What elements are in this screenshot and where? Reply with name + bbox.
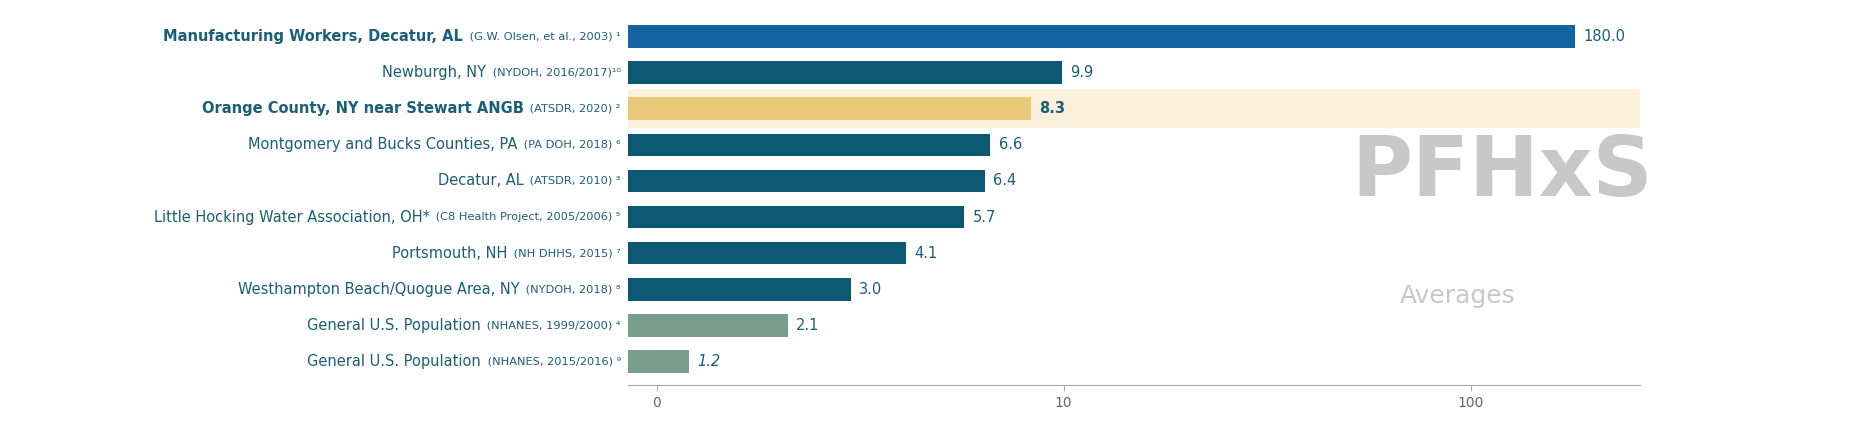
Bar: [0, 278, 850, 300]
Bar: [0, 206, 965, 228]
Text: 3.0: 3.0: [860, 282, 882, 297]
Bar: [0, 98, 1030, 120]
Bar: [0, 134, 989, 156]
Text: Westhampton Beach/Quogue Area, NY: Westhampton Beach/Quogue Area, NY: [238, 282, 519, 297]
Text: PFHxS: PFHxS: [1350, 132, 1652, 214]
Bar: [0, 242, 905, 265]
Text: Averages: Averages: [1399, 284, 1515, 308]
Text: 5.7: 5.7: [972, 210, 996, 225]
Text: 2.1: 2.1: [796, 318, 819, 333]
Text: (PA DOH, 2018) ⁶: (PA DOH, 2018) ⁶: [521, 140, 620, 150]
Text: (NHANES, 1999/2000) ⁴: (NHANES, 1999/2000) ⁴: [483, 321, 620, 330]
Bar: [627, 89, 1639, 128]
Text: (ATSDR, 2010) ³: (ATSDR, 2010) ³: [526, 176, 620, 186]
Text: 180.0: 180.0: [1583, 29, 1624, 44]
Text: Portsmouth, NH: Portsmouth, NH: [391, 246, 508, 261]
Text: General U.S. Population: General U.S. Population: [307, 318, 481, 333]
Text: (NYDOH, 2018) ⁸: (NYDOH, 2018) ⁸: [523, 284, 620, 294]
Bar: [0, 314, 787, 337]
Text: (NH DHHS, 2015) ⁷: (NH DHHS, 2015) ⁷: [509, 248, 620, 258]
Text: (NYDOH, 2016/2017)¹⁰: (NYDOH, 2016/2017)¹⁰: [489, 68, 620, 77]
Bar: [0, 170, 983, 192]
Text: 8.3: 8.3: [1040, 101, 1064, 116]
Text: Decatur, AL: Decatur, AL: [438, 173, 523, 188]
Text: Montgomery and Bucks Counties, PA: Montgomery and Bucks Counties, PA: [247, 137, 517, 152]
Text: (ATSDR, 2020) ²: (ATSDR, 2020) ²: [526, 104, 620, 114]
Text: (C8 Health Project, 2005/2006) ⁵: (C8 Health Project, 2005/2006) ⁵: [433, 212, 620, 222]
Bar: [0, 61, 1062, 84]
Text: General U.S. Population: General U.S. Population: [307, 354, 481, 369]
Text: 9.9: 9.9: [1069, 65, 1094, 80]
Text: Orange County, NY near Stewart ANGB: Orange County, NY near Stewart ANGB: [202, 101, 523, 116]
Text: Little Hocking Water Association, OH*: Little Hocking Water Association, OH*: [154, 210, 429, 225]
Text: (NHANES, 2015/2016) ⁹: (NHANES, 2015/2016) ⁹: [483, 357, 620, 367]
Text: (G.W. Olsen, et al., 2003) ¹: (G.W. Olsen, et al., 2003) ¹: [466, 31, 620, 42]
Bar: [0, 25, 1573, 48]
Text: 6.4: 6.4: [993, 173, 1015, 188]
Text: 1.2: 1.2: [697, 354, 719, 369]
Text: 6.6: 6.6: [998, 137, 1021, 152]
Text: Manufacturing Workers, Decatur, AL: Manufacturing Workers, Decatur, AL: [163, 29, 463, 44]
Bar: [0, 351, 689, 373]
Text: Newburgh, NY: Newburgh, NY: [382, 65, 485, 80]
Text: 4.1: 4.1: [914, 246, 936, 261]
